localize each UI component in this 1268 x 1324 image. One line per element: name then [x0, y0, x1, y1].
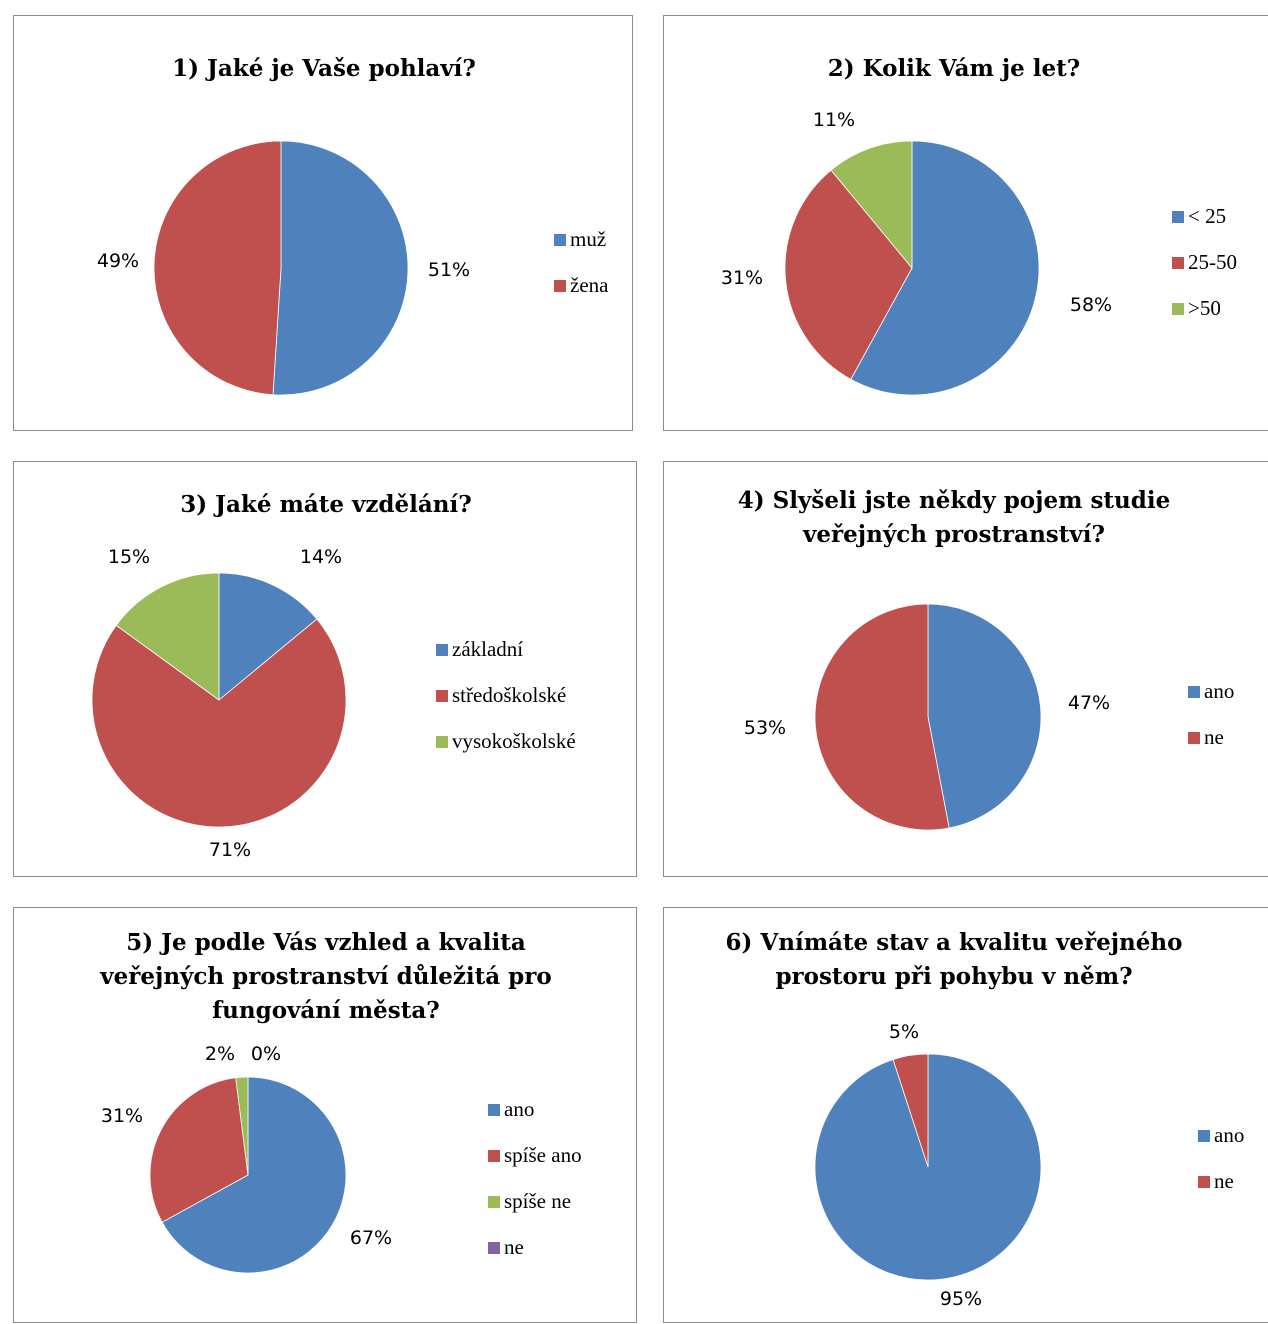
pie-slice	[784, 169, 913, 380]
legend-label: vysokoškolské	[452, 729, 576, 753]
data-label: 53%	[744, 717, 786, 739]
data-label: 67%	[350, 1227, 392, 1249]
legend-label: < 25	[1188, 204, 1226, 228]
pie-slice	[272, 140, 409, 396]
pie-slice	[115, 572, 220, 701]
pie-slice	[892, 1053, 929, 1168]
chart-title: 3) Jaké máte vzdělání?	[180, 491, 471, 518]
legend-label: muž	[570, 227, 606, 251]
legend-swatch	[488, 1242, 500, 1254]
legend-label: základní	[452, 637, 523, 661]
legend-swatch	[554, 234, 566, 246]
legend-swatch	[1198, 1176, 1210, 1188]
legend-label: 25-50	[1188, 250, 1237, 274]
pie-chart-6: 6) Vnímáte stav a kvalitu veřejného prost…	[663, 907, 1268, 1323]
data-label: 0%	[251, 1043, 281, 1065]
legend-label: ano	[1214, 1123, 1244, 1147]
pie-slice	[161, 1076, 347, 1274]
chart-title: 5) Je podle Vás vzhled a kvalita	[126, 929, 526, 956]
legend-label: spíše ne	[504, 1189, 571, 1213]
data-label: 2%	[205, 1043, 235, 1065]
legend-swatch	[1172, 211, 1184, 223]
data-label: 31%	[721, 267, 763, 289]
data-label: 14%	[300, 546, 342, 568]
chart-title: 6) Vnímáte stav a kvalitu veřejného	[726, 929, 1183, 956]
data-label: 31%	[101, 1105, 143, 1127]
pie-chart-svg: 3) Jaké máte vzdělání? 14% 71% 15% základní s…	[91, 491, 576, 861]
chart-title: prostoru při pohybu v něm?	[775, 963, 1132, 990]
legend-swatch	[488, 1150, 500, 1162]
pie-chart-2: 2) Kolik Vám je let? 58% 31% 11% < 25 25-50 >5…	[663, 15, 1268, 431]
pie-slice	[235, 1076, 249, 1176]
chart-title: veřejných prostranství důležitá pro	[99, 963, 551, 990]
pie-chart-svg: 2) Kolik Vám je let? 58% 31% 11% < 25 25-50 >5…	[721, 55, 1237, 396]
legend-swatch	[1198, 1130, 1210, 1142]
legend-swatch	[1188, 732, 1200, 744]
pie-slice	[218, 572, 318, 701]
pie-chart-svg: 6) Vnímáte stav a kvalitu veřejného prost…	[726, 929, 1245, 1310]
pie-chart-svg: 4) Slyšeli jste někdy pojem studie veřejn…	[738, 487, 1234, 831]
pie-chart-1: 1) Jaké je Vaše pohlaví? 51% 49% muž žena	[13, 15, 633, 431]
pie-slice	[149, 1077, 249, 1223]
pie-chart-svg: 5) Je podle Vás vzhled a kvalita veřejnýc…	[99, 929, 582, 1274]
pie-chart-4: 4) Slyšeli jste někdy pojem studie veřejn…	[663, 461, 1268, 877]
legend-label: středoškolské	[452, 683, 566, 707]
pie-slice	[850, 140, 1040, 396]
legend-label: ne	[1204, 725, 1224, 749]
legend-label: ne	[1214, 1169, 1234, 1193]
legend-swatch	[436, 690, 448, 702]
pie-slice	[814, 1053, 1042, 1281]
data-label: 15%	[108, 546, 150, 568]
chart-title: 4) Slyšeli jste někdy pojem studie	[738, 487, 1170, 514]
legend-label: ano	[1204, 679, 1234, 703]
pie-chart-svg: 1) Jaké je Vaše pohlaví? 51% 49% muž žena	[97, 55, 609, 396]
legend-label: >50	[1188, 296, 1221, 320]
data-label: 47%	[1068, 692, 1110, 714]
chart-title: veřejných prostranství?	[802, 521, 1105, 548]
pie-chart-3: 3) Jaké máte vzdělání? 14% 71% 15% základní s…	[13, 461, 637, 877]
legend-label: spíše ano	[504, 1143, 582, 1167]
legend-label: ano	[504, 1097, 534, 1121]
pie-slice	[814, 603, 950, 831]
legend-swatch	[1188, 686, 1200, 698]
legend-swatch	[554, 280, 566, 292]
data-label: 95%	[940, 1288, 982, 1310]
chart-title: 1) Jaké je Vaše pohlaví?	[172, 55, 476, 82]
legend-swatch	[1172, 303, 1184, 315]
data-label: 11%	[813, 109, 855, 131]
data-label: 58%	[1070, 294, 1112, 316]
legend-swatch	[436, 736, 448, 748]
legend-label: ne	[504, 1235, 524, 1259]
pie-slice	[91, 618, 347, 828]
legend-swatch	[1172, 257, 1184, 269]
data-label: 5%	[889, 1021, 919, 1043]
pie-slice	[153, 140, 282, 396]
data-label: 71%	[209, 839, 251, 861]
legend-swatch	[488, 1196, 500, 1208]
data-label: 51%	[428, 259, 470, 281]
pie-slice	[927, 603, 1042, 829]
legend-label: žena	[570, 273, 609, 297]
pie-slice	[830, 140, 913, 270]
legend-swatch	[488, 1104, 500, 1116]
data-label: 49%	[97, 250, 139, 272]
chart-title: fungování města?	[212, 997, 439, 1024]
legend-swatch	[436, 644, 448, 656]
chart-title: 2) Kolik Vám je let?	[828, 55, 1081, 82]
pie-chart-5: 5) Je podle Vás vzhled a kvalita veřejnýc…	[13, 907, 637, 1323]
